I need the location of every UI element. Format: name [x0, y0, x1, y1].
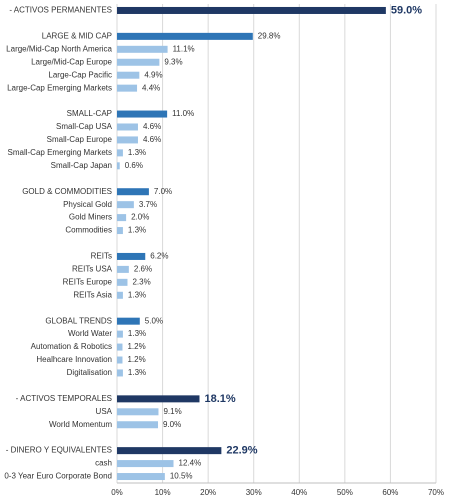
y-tick-label: Large/Mid-Cap North America — [6, 44, 112, 53]
y-tick-label: Large/Mid-Cap Europe — [31, 57, 112, 66]
bar — [117, 252, 146, 260]
y-tick-label: GOLD & COMMODITIES — [22, 187, 112, 196]
value-label: 9.3% — [164, 57, 182, 66]
bar — [117, 227, 123, 235]
x-tick-label: 40% — [291, 488, 307, 497]
y-tick-label: Small-Cap Emerging Markets — [8, 148, 112, 157]
bar — [117, 395, 200, 403]
value-label: 1.3% — [128, 368, 146, 377]
value-label: 7.0% — [154, 187, 172, 196]
value-label: 4.4% — [142, 83, 160, 92]
value-label: 1.2% — [127, 355, 145, 364]
value-label: 4.9% — [144, 70, 162, 79]
y-tick-label: Small-Cap USA — [56, 122, 113, 131]
y-tick-label: Healhcare Innovation — [36, 355, 112, 364]
bar — [117, 32, 253, 40]
y-tick-label: Gold Miners — [69, 213, 112, 222]
value-label: 1.3% — [128, 148, 146, 157]
value-label: 1.3% — [128, 290, 146, 299]
value-label: 59.0% — [391, 4, 422, 16]
y-tick-label: REITs — [91, 252, 112, 261]
y-tick-label: - ACTIVOS TEMPORALES — [16, 394, 112, 403]
y-tick-label: Automation & Robotics — [31, 342, 112, 351]
bar — [117, 408, 159, 416]
bar — [117, 343, 123, 351]
value-label: 9.0% — [163, 420, 181, 429]
y-tick-label: - ACTIVOS PERMANENTES — [9, 6, 112, 15]
value-label: 11.1% — [173, 44, 195, 53]
value-label: 12.4% — [179, 459, 202, 468]
bar — [117, 162, 120, 170]
bar — [117, 214, 127, 222]
y-tick-label: Large-Cap Emerging Markets — [7, 83, 112, 92]
x-tick-label: 70% — [428, 488, 444, 497]
x-tick-label: 20% — [200, 488, 216, 497]
value-label: 4.6% — [143, 135, 161, 144]
x-tick-label: 0% — [111, 488, 123, 497]
y-tick-label: 0-3 Year Euro Corporate Bond — [4, 472, 112, 481]
bar — [117, 317, 140, 325]
y-tick-label: Digitalisation — [67, 368, 112, 377]
y-tick-label: cash — [95, 459, 112, 468]
bar — [117, 188, 149, 196]
bar — [117, 84, 138, 92]
value-label: 5.0% — [145, 316, 163, 325]
bar — [117, 149, 123, 157]
value-label: 2.6% — [134, 265, 152, 274]
y-tick-label: REITs Asia — [73, 290, 112, 299]
bar — [117, 460, 174, 468]
bar — [117, 58, 160, 66]
y-tick-label: - DINERO Y EQUIVALENTES — [6, 446, 112, 455]
bar — [117, 6, 386, 14]
x-tick-label: 10% — [155, 488, 171, 497]
value-label: 29.8% — [258, 31, 281, 40]
value-label: 10.5% — [170, 472, 193, 481]
y-tick-label: Large-Cap Pacific — [48, 70, 112, 79]
y-tick-label: Physical Gold — [63, 200, 112, 209]
bar — [117, 110, 168, 118]
bar — [117, 421, 159, 429]
y-tick-label: USA — [96, 407, 113, 416]
y-tick-label: World Momentum — [49, 420, 112, 429]
value-label: 3.7% — [139, 200, 157, 209]
bar — [117, 71, 140, 79]
value-label: 1.3% — [128, 329, 146, 338]
x-tick-label: 30% — [246, 488, 262, 497]
y-tick-label: Commodities — [65, 226, 112, 235]
y-tick-label: LARGE & MID CAP — [42, 31, 112, 40]
y-tick-label: Small-Cap Europe — [47, 135, 113, 144]
bar — [117, 291, 123, 299]
value-label: 2.3% — [132, 277, 150, 286]
bar — [117, 136, 138, 144]
value-label: 6.2% — [150, 252, 168, 261]
value-label: 1.3% — [128, 226, 146, 235]
y-tick-label: World Water — [68, 329, 112, 338]
bar — [117, 123, 138, 131]
value-label: 9.1% — [163, 407, 181, 416]
bar — [117, 473, 165, 481]
value-label: 1.2% — [127, 342, 145, 351]
y-tick-label: REITs USA — [72, 265, 113, 274]
value-label: 22.9% — [226, 445, 257, 457]
value-label: 2.0% — [131, 213, 149, 222]
bar — [117, 330, 123, 338]
y-tick-label: GLOBAL TRENDS — [45, 316, 112, 325]
bar — [117, 265, 129, 273]
y-tick-label: Small-Cap Japan — [51, 161, 112, 170]
bar — [117, 369, 123, 377]
y-tick-label: SMALL-CAP — [67, 109, 112, 118]
bar — [117, 278, 128, 286]
bar — [117, 201, 134, 209]
y-tick-label: REITs Europe — [63, 277, 113, 286]
value-label: 18.1% — [204, 393, 235, 405]
value-label: 0.6% — [125, 161, 143, 170]
x-tick-label: 50% — [337, 488, 353, 497]
value-label: 4.6% — [143, 122, 161, 131]
bar — [117, 356, 123, 364]
bar — [117, 45, 168, 53]
bar — [117, 447, 222, 455]
x-tick-label: 60% — [382, 488, 398, 497]
value-label: 11.0% — [172, 109, 194, 118]
